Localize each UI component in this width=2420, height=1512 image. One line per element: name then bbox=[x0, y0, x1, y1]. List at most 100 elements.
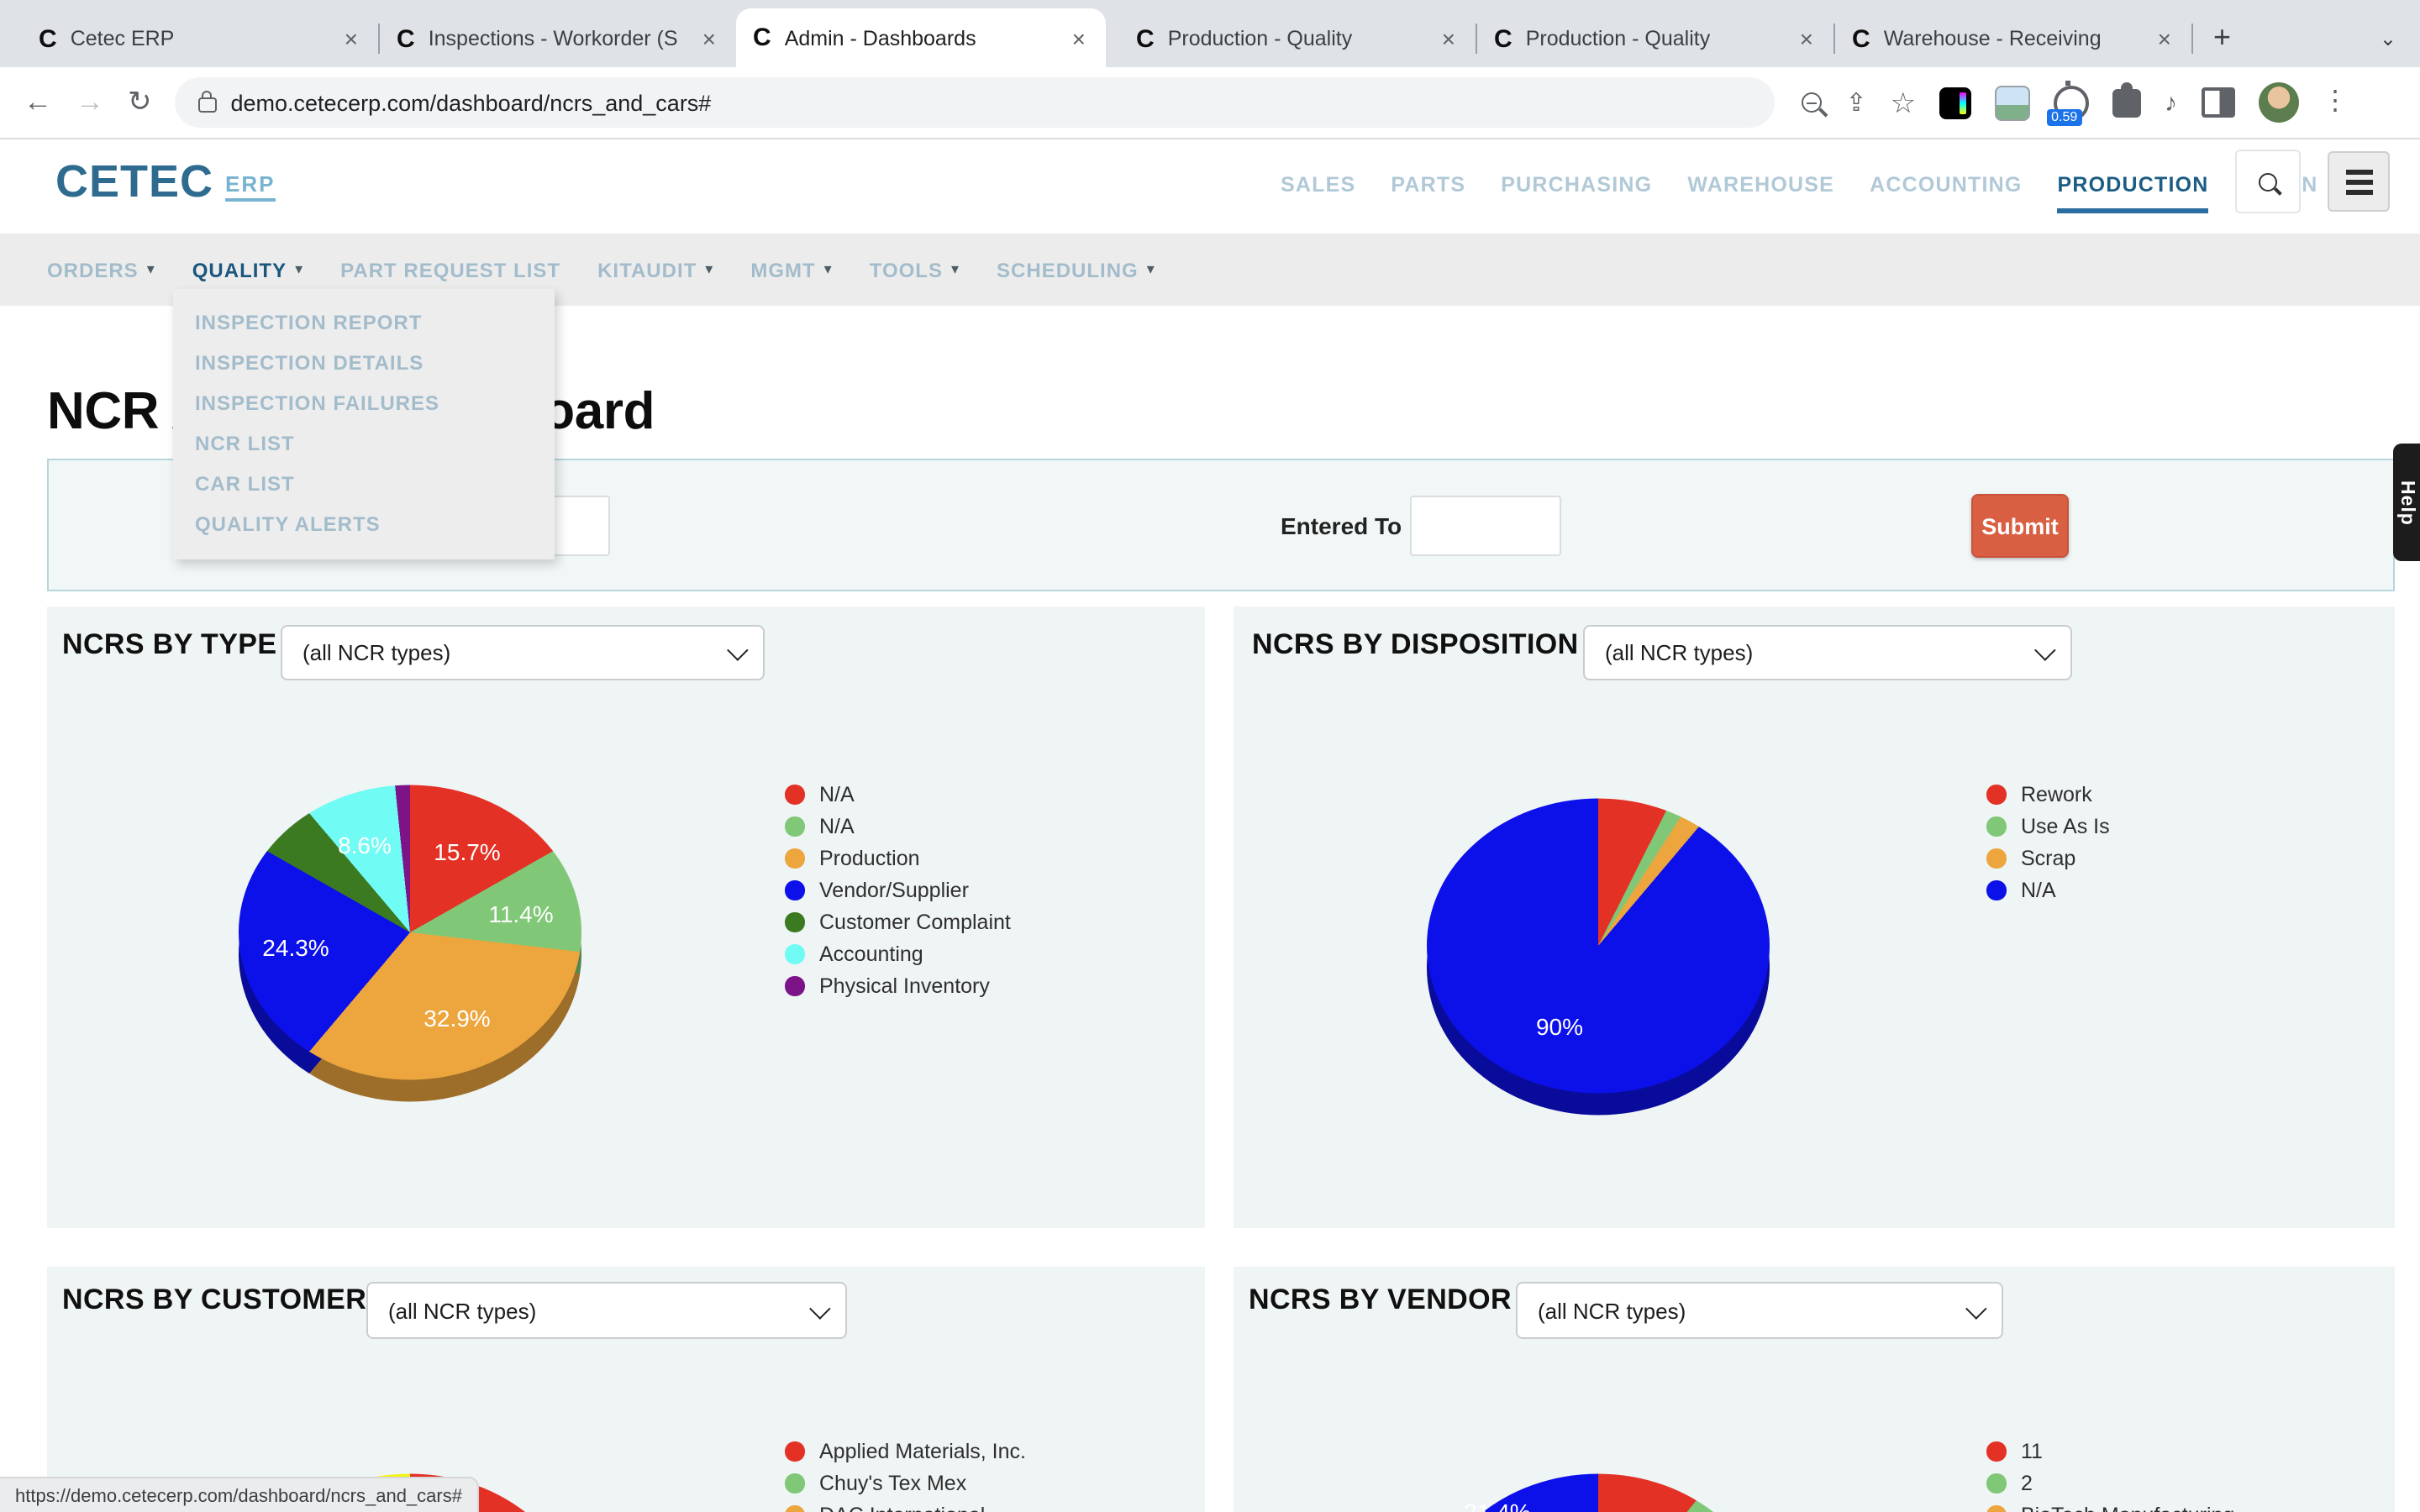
subnav-mgmt[interactable]: MGMT ▾ bbox=[750, 258, 833, 281]
help-tab[interactable]: Help bbox=[2393, 444, 2420, 561]
gif-extension-icon[interactable] bbox=[1939, 87, 1972, 118]
screenshot-extension-icon[interactable] bbox=[1995, 85, 2031, 120]
close-icon[interactable]: × bbox=[1799, 25, 1813, 52]
forward-button[interactable]: → bbox=[76, 86, 104, 118]
select-value: (all NCR types) bbox=[1538, 1298, 1686, 1323]
select-value: (all NCR types) bbox=[1605, 640, 1754, 665]
tab-title: Admin - Dashboards bbox=[784, 26, 976, 50]
subnav-tools[interactable]: TOOLS ▾ bbox=[869, 258, 960, 281]
entered-to-input[interactable] bbox=[1410, 496, 1561, 556]
legend-ncrs-by-customer: Applied Materials, Inc. Chuy's Tex Mex D… bbox=[785, 1440, 1026, 1512]
pie-label: 15.7% bbox=[434, 838, 501, 865]
site-menu-button[interactable] bbox=[2328, 151, 2390, 212]
toolbar-icons: ⇪ ☆ 0.59 ♪ ⋮ bbox=[1802, 80, 2349, 125]
pie-face bbox=[1427, 798, 1770, 1094]
profile-avatar[interactable] bbox=[2258, 82, 2299, 123]
legend-item: Scrap bbox=[1986, 847, 2110, 870]
tab-cetec-erp[interactable]: C Cetec ERP × bbox=[22, 10, 378, 67]
site-header: CETEC ERP SALES PARTS PURCHASING WAREHOU… bbox=[0, 139, 2420, 234]
chevron-down-icon: ▾ bbox=[146, 260, 155, 277]
chevron-down-icon bbox=[2034, 639, 2056, 661]
share-icon[interactable]: ⇪ bbox=[1845, 88, 1867, 117]
cetec-favicon: C bbox=[39, 24, 57, 53]
menu-item-car-list[interactable]: CAR LIST bbox=[195, 472, 295, 496]
nav-warehouse[interactable]: WAREHOUSE bbox=[1687, 173, 1835, 197]
cetec-logo[interactable]: CETEC ERP bbox=[55, 156, 276, 207]
menu-item-inspection-details[interactable]: INSPECTION DETAILS bbox=[195, 351, 424, 375]
lock-icon[interactable] bbox=[198, 91, 218, 113]
tab-title: Production - Quality bbox=[1167, 27, 1353, 50]
new-tab-button[interactable]: + bbox=[2213, 20, 2232, 54]
search-icon bbox=[2259, 172, 2277, 191]
legend-item: Vendor/Supplier bbox=[785, 879, 1011, 902]
cetec-favicon: C bbox=[397, 24, 415, 53]
tab-production-quality-1[interactable]: C Production - Quality × bbox=[1119, 10, 1476, 67]
ncr-type-select[interactable]: (all NCR types) bbox=[281, 625, 765, 680]
subnav-scheduling[interactable]: SCHEDULING ▾ bbox=[997, 258, 1155, 281]
chart-title: NCRS BY VENDOR bbox=[1249, 1284, 1512, 1315]
side-panel-icon[interactable] bbox=[2201, 87, 2235, 118]
subnav-kitaudit[interactable]: KITAUDIT ▾ bbox=[597, 258, 714, 281]
cetec-favicon: C bbox=[1494, 24, 1512, 53]
legend-item: 11 bbox=[1986, 1440, 2234, 1463]
subnav-quality[interactable]: QUALITY ▾ bbox=[192, 258, 304, 281]
logo-erp: ERP bbox=[225, 171, 276, 202]
close-icon[interactable]: × bbox=[2157, 25, 2171, 52]
legend-item: Rework bbox=[1986, 783, 2110, 806]
reload-button[interactable]: ↻ bbox=[128, 86, 152, 118]
tab-separator bbox=[2191, 24, 2193, 54]
chevron-down-icon bbox=[1965, 1297, 1987, 1319]
nav-sales[interactable]: SALES bbox=[1281, 173, 1356, 197]
close-icon[interactable]: × bbox=[1441, 25, 1455, 52]
tab-warehouse-receiving[interactable]: C Warehouse - Receiving × bbox=[1835, 10, 2191, 67]
nav-accounting[interactable]: ACCOUNTING bbox=[1870, 173, 2023, 197]
production-subnav: ORDERS ▾ QUALITY ▾ PART REQUEST LIST KITAU… bbox=[0, 234, 2420, 306]
pie-label: 8.6% bbox=[338, 832, 392, 858]
menu-item-inspection-report[interactable]: INSPECTION REPORT bbox=[195, 311, 423, 334]
close-icon[interactable]: × bbox=[344, 25, 358, 52]
url-text[interactable]: demo.cetecerp.com/dashboard/ncrs_and_car… bbox=[230, 90, 712, 115]
legend-item: 2 bbox=[1986, 1472, 2234, 1495]
logo-cetec: CETEC bbox=[55, 156, 214, 207]
site-search-button[interactable] bbox=[2235, 150, 2301, 213]
menu-item-ncr-list[interactable]: NCR LIST bbox=[195, 432, 295, 455]
chart-panel-ncrs-by-disposition: NCRS BY DISPOSITION (all NCR types) 90% … bbox=[1234, 606, 2395, 1228]
legend-item: Applied Materials, Inc. bbox=[785, 1440, 1026, 1463]
cetec-favicon: C bbox=[1136, 24, 1155, 53]
submit-button[interactable]: Submit bbox=[1971, 494, 2069, 558]
tab-title: Production - Quality bbox=[1525, 27, 1711, 50]
chart-title: NCRS BY TYPE bbox=[62, 628, 277, 660]
zoom-icon[interactable] bbox=[1802, 92, 1823, 113]
browser-menu-icon[interactable]: ⋮ bbox=[2322, 87, 2349, 116]
customer-select[interactable]: (all NCR types) bbox=[366, 1282, 847, 1339]
tab-inspections[interactable]: C Inspections - Workorder (S × bbox=[380, 10, 736, 67]
tab-title: Cetec ERP bbox=[70, 27, 175, 50]
tab-production-quality-2[interactable]: C Production - Quality × bbox=[1477, 10, 1833, 67]
pie-chart-ncrs-by-type[interactable] bbox=[239, 761, 581, 1104]
vendor-select[interactable]: (all NCR types) bbox=[1516, 1282, 2003, 1339]
cetec-favicon: C bbox=[753, 24, 771, 52]
menu-item-inspection-failures[interactable]: INSPECTION FAILURES bbox=[195, 391, 440, 415]
nav-purchasing[interactable]: PURCHASING bbox=[1501, 173, 1653, 197]
tab-search-icon[interactable]: ⌄ bbox=[2379, 27, 2396, 50]
chevron-down-icon: ▾ bbox=[1146, 260, 1155, 277]
subnav-part-request-list[interactable]: PART REQUEST LIST bbox=[340, 258, 561, 281]
back-button[interactable]: ← bbox=[24, 86, 52, 118]
legend-item: N/A bbox=[785, 783, 1011, 806]
extensions-puzzle-icon[interactable] bbox=[2112, 81, 2142, 117]
close-icon[interactable]: × bbox=[1071, 24, 1086, 51]
tab-admin-dashboards[interactable]: C Admin - Dashboards × bbox=[736, 8, 1106, 67]
address-bar[interactable]: demo.cetecerp.com/dashboard/ncrs_and_car… bbox=[175, 77, 1776, 128]
timer-extension-icon[interactable]: 0.59 bbox=[2047, 80, 2090, 125]
nav-production[interactable]: PRODUCTION bbox=[2057, 173, 2209, 213]
playlist-icon[interactable]: ♪ bbox=[2165, 88, 2178, 117]
close-icon[interactable]: × bbox=[702, 25, 716, 52]
disposition-select[interactable]: (all NCR types) bbox=[1583, 625, 2072, 680]
pie-chart-ncrs-by-vendor[interactable] bbox=[1427, 1450, 1770, 1512]
bookmark-star-icon[interactable]: ☆ bbox=[1890, 87, 1917, 118]
menu-item-quality-alerts[interactable]: QUALITY ALERTS bbox=[195, 512, 381, 536]
nav-parts[interactable]: PARTS bbox=[1391, 173, 1466, 197]
legend-item: Chuy's Tex Mex bbox=[785, 1472, 1026, 1495]
subnav-orders[interactable]: ORDERS ▾ bbox=[47, 258, 155, 281]
pie-chart-ncrs-by-disposition[interactable] bbox=[1427, 774, 1770, 1117]
